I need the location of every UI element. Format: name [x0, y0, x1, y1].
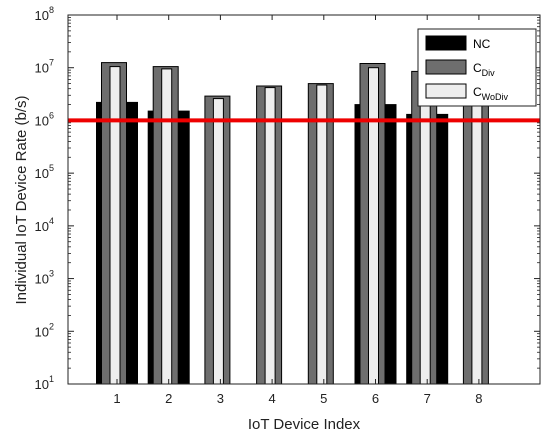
bar-series-3-category-3 — [212, 98, 224, 385]
x-tick-label-3: 3 — [217, 391, 224, 406]
bar-series-3-category-5 — [316, 84, 328, 385]
x-tick-label-2: 2 — [165, 391, 172, 406]
legend-label-1: NC — [473, 37, 491, 51]
legend-swatch-2 — [425, 59, 467, 75]
plot-area-frame — [67, 14, 541, 385]
legend: NC CDiv CWoDiv — [417, 28, 537, 107]
legend-swatch-1 — [425, 35, 467, 51]
bar-series-3-category-8 — [471, 96, 483, 385]
y-tick-label-1: 101 — [35, 374, 54, 392]
x-tick-label-4: 4 — [268, 391, 275, 406]
x-tick-label-8: 8 — [475, 391, 482, 406]
bar-series-3-category-4 — [264, 87, 276, 385]
y-tick-label-6: 106 — [35, 110, 54, 128]
y-tick-label-5: 105 — [35, 163, 54, 181]
y-tick-label-8: 108 — [35, 5, 54, 23]
legend-swatch-3 — [425, 83, 467, 99]
y-tick-label-4: 104 — [35, 216, 54, 234]
x-tick-label-1: 1 — [113, 391, 120, 406]
bar-series-3-category-6 — [368, 67, 379, 385]
legend-label-3: CWoDiv — [473, 85, 509, 102]
x-tick-label-6: 6 — [372, 391, 379, 406]
y-tick-label-7: 107 — [35, 58, 54, 76]
y-tick-labels: 101 102 103 104 105 106 107 108 — [35, 5, 54, 392]
x-tick-label-7: 7 — [424, 391, 431, 406]
bar-series-3-category-2 — [161, 68, 173, 385]
y-tick-label-2: 102 — [35, 321, 54, 339]
bar-series-3-category-1 — [109, 66, 121, 385]
y-tick-label-3: 103 — [35, 269, 54, 287]
legend-label-2: CDiv — [473, 61, 495, 78]
x-tick-label-5: 5 — [320, 391, 327, 406]
y-axis-title: Individual IoT Device Rate (b/s) — [13, 96, 30, 305]
x-tick-labels: 1 2 3 4 5 6 7 8 — [113, 391, 482, 406]
x-axis-title: IoT Device Index — [248, 416, 361, 433]
bars-layer — [96, 62, 489, 385]
